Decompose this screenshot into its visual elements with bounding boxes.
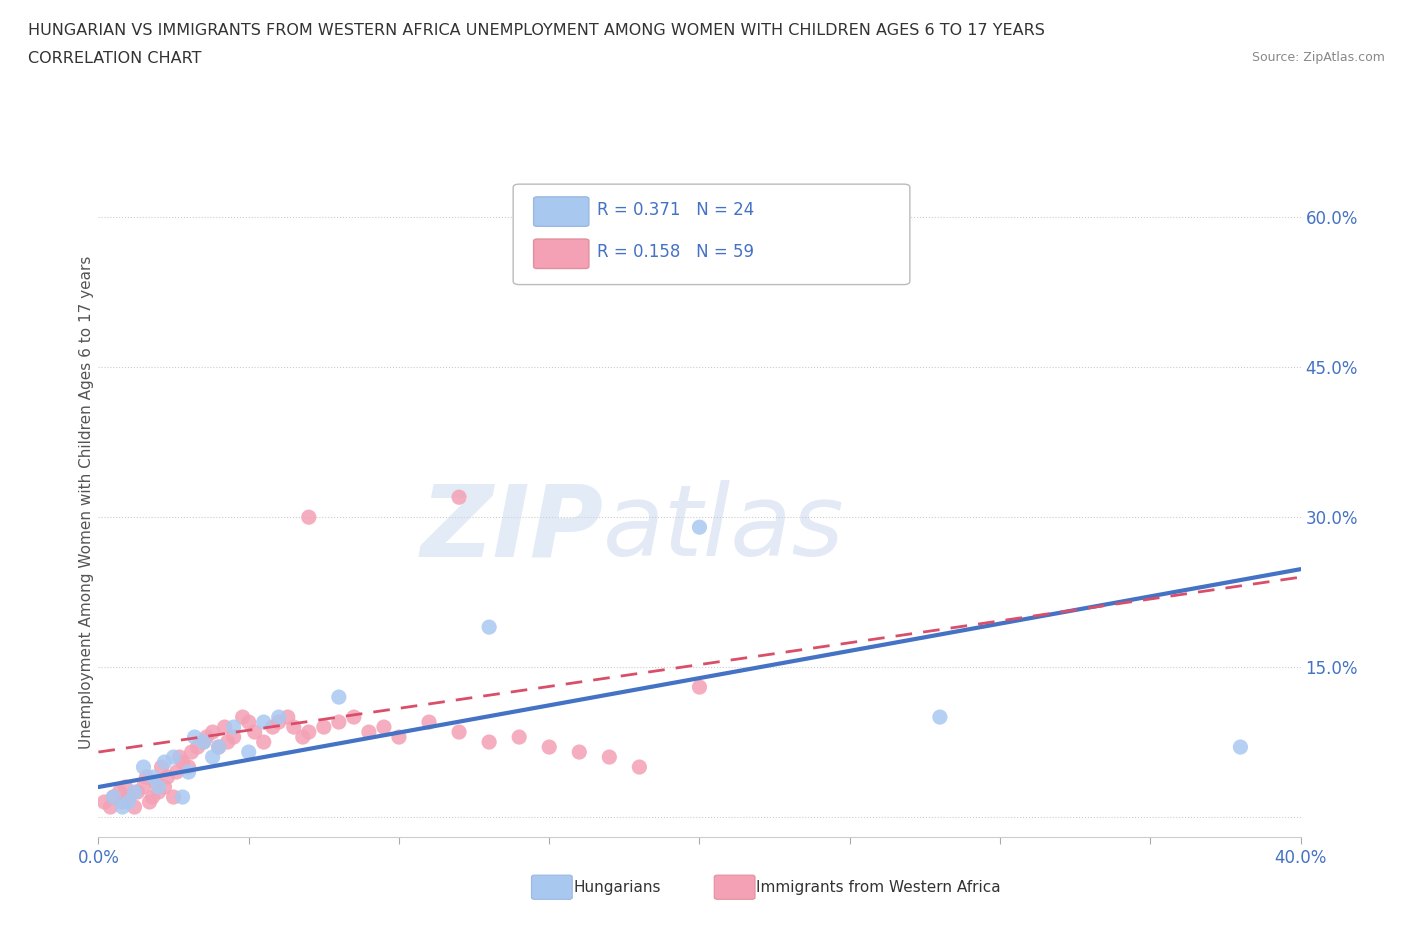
- Point: [238, 714, 260, 729]
- Y-axis label: Unemployment Among Women with Children Ages 6 to 17 years: Unemployment Among Women with Children A…: [79, 256, 94, 749]
- Point: [124, 800, 146, 815]
- Point: [277, 710, 299, 724]
- Point: [180, 745, 202, 760]
- Point: [298, 724, 321, 739]
- Point: [177, 760, 200, 775]
- Point: [195, 730, 218, 745]
- Point: [172, 754, 194, 769]
- Text: ZIP: ZIP: [420, 481, 603, 578]
- Point: [193, 735, 215, 750]
- Point: [100, 800, 122, 815]
- Point: [343, 710, 366, 724]
- Point: [312, 720, 335, 735]
- Point: [148, 779, 170, 794]
- Point: [253, 714, 276, 729]
- Point: [150, 760, 173, 775]
- Point: [388, 730, 411, 745]
- Point: [127, 785, 149, 800]
- Text: Hungarians: Hungarians: [574, 880, 661, 895]
- Point: [208, 739, 231, 754]
- Point: [135, 770, 157, 785]
- Point: [929, 710, 952, 724]
- Point: [357, 724, 380, 739]
- Point: [172, 790, 194, 804]
- FancyBboxPatch shape: [534, 197, 589, 226]
- Point: [117, 794, 139, 809]
- Point: [111, 800, 134, 815]
- Point: [291, 730, 314, 745]
- Point: [138, 794, 160, 809]
- Point: [141, 770, 163, 785]
- Point: [267, 714, 290, 729]
- Point: [328, 690, 350, 705]
- Point: [238, 745, 260, 760]
- Text: R = 0.158   N = 59: R = 0.158 N = 59: [598, 244, 754, 261]
- Point: [201, 724, 224, 739]
- Point: [153, 779, 176, 794]
- Point: [148, 785, 170, 800]
- Point: [208, 739, 231, 754]
- Point: [103, 790, 125, 804]
- Point: [283, 720, 305, 735]
- Point: [689, 520, 711, 535]
- Point: [132, 760, 155, 775]
- FancyBboxPatch shape: [513, 184, 910, 285]
- Point: [328, 714, 350, 729]
- Point: [447, 724, 470, 739]
- Point: [201, 750, 224, 764]
- Point: [373, 720, 395, 735]
- Text: HUNGARIAN VS IMMIGRANTS FROM WESTERN AFRICA UNEMPLOYMENT AMONG WOMEN WITH CHILDR: HUNGARIAN VS IMMIGRANTS FROM WESTERN AFR…: [28, 23, 1045, 38]
- Point: [156, 770, 179, 785]
- Point: [132, 779, 155, 794]
- Point: [145, 775, 167, 790]
- Point: [508, 730, 530, 745]
- Point: [628, 760, 651, 775]
- Point: [478, 619, 501, 634]
- Point: [111, 794, 134, 809]
- Point: [538, 739, 561, 754]
- Point: [243, 724, 266, 739]
- Point: [447, 490, 470, 505]
- Point: [217, 735, 239, 750]
- Point: [124, 785, 146, 800]
- Point: [162, 750, 184, 764]
- Point: [177, 764, 200, 779]
- Point: [103, 790, 125, 804]
- Point: [169, 750, 191, 764]
- Point: [114, 779, 136, 794]
- Point: [187, 739, 209, 754]
- Point: [418, 714, 440, 729]
- Point: [478, 735, 501, 750]
- Point: [153, 754, 176, 769]
- Point: [162, 790, 184, 804]
- Text: CORRELATION CHART: CORRELATION CHART: [28, 51, 201, 66]
- Text: R = 0.371   N = 24: R = 0.371 N = 24: [598, 201, 755, 219]
- Point: [689, 680, 711, 695]
- Text: atlas: atlas: [603, 481, 845, 578]
- Point: [253, 735, 276, 750]
- Point: [166, 764, 188, 779]
- Point: [568, 745, 591, 760]
- Point: [232, 710, 254, 724]
- Point: [93, 794, 115, 809]
- Point: [141, 790, 163, 804]
- Text: Source: ZipAtlas.com: Source: ZipAtlas.com: [1251, 51, 1385, 64]
- Point: [298, 510, 321, 525]
- Point: [183, 730, 205, 745]
- Point: [262, 720, 284, 735]
- Point: [222, 730, 245, 745]
- Point: [598, 750, 620, 764]
- FancyBboxPatch shape: [534, 239, 589, 269]
- Point: [267, 710, 290, 724]
- Point: [214, 720, 236, 735]
- Point: [117, 790, 139, 804]
- Point: [193, 735, 215, 750]
- Point: [1229, 739, 1251, 754]
- Point: [222, 720, 245, 735]
- Point: [108, 785, 131, 800]
- Text: Immigrants from Western Africa: Immigrants from Western Africa: [756, 880, 1001, 895]
